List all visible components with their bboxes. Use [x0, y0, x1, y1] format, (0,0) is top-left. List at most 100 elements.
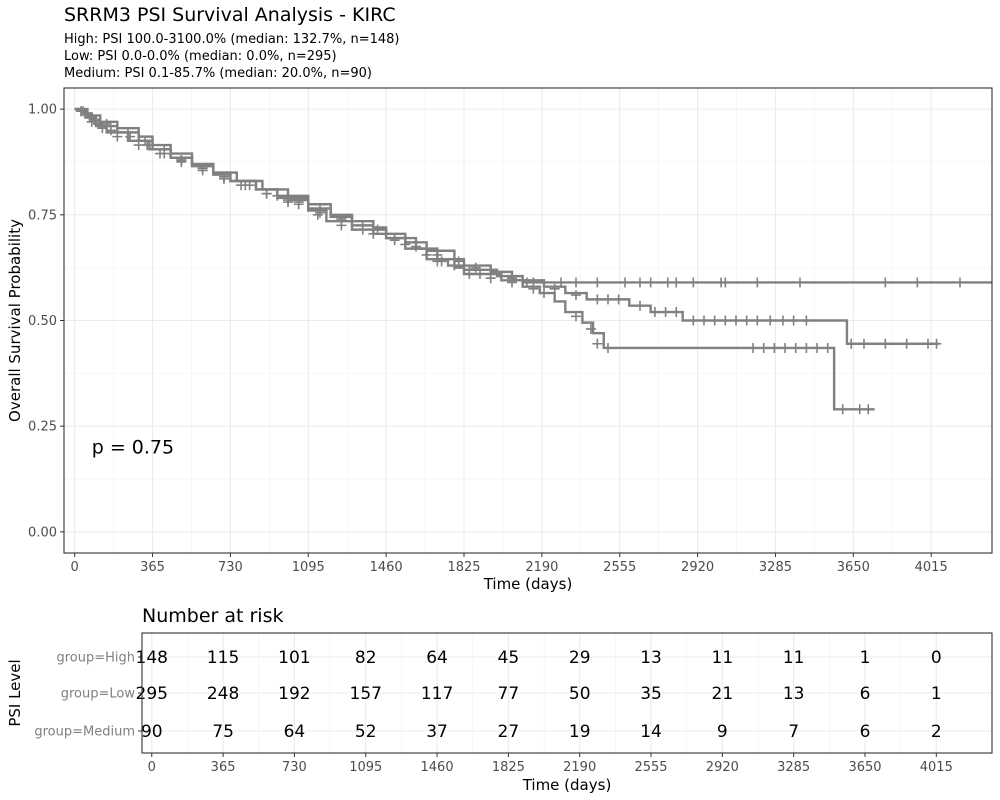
y-tick-label: 1.00	[28, 103, 57, 118]
censor-mark-low	[801, 315, 812, 326]
y-tick-label: 0.00	[28, 525, 57, 540]
risk-value: 45	[498, 648, 520, 668]
censor-mark-low	[549, 283, 560, 294]
censor-mark-low	[470, 262, 481, 273]
censor-mark-low	[592, 294, 603, 305]
risk-value: 27	[498, 722, 520, 742]
censor-mark-medium	[662, 277, 673, 288]
censor-mark-medium	[507, 273, 517, 284]
x-tick-label: 0	[71, 560, 79, 575]
x-tick-label: 3650	[837, 560, 870, 575]
km-plot: 0 365 730 1095 1460 1825 2190 2555 2920 3285 3650 4…	[6, 87, 993, 593]
risk-x-tick-label: 3650	[848, 760, 881, 775]
risk-value: 148	[136, 648, 168, 668]
censor-mark-medium	[464, 264, 475, 275]
censor-mark-medium	[795, 277, 805, 288]
risk-value: 37	[426, 722, 448, 742]
censor-mark-low	[777, 315, 788, 326]
risk-x-tick-label: 4015	[920, 760, 953, 775]
censor-mark-low	[613, 294, 624, 305]
censor-mark-medium	[436, 256, 447, 267]
censor-mark-medium	[592, 277, 603, 288]
censor-mark-high	[854, 404, 865, 415]
censor-mark-low	[846, 338, 857, 349]
risk-x-tick-label: 2920	[706, 760, 739, 775]
censor-mark-low	[901, 338, 912, 349]
censor-mark-medium	[688, 277, 699, 288]
censor-mark-medium	[219, 171, 229, 182]
risk-value: 6	[860, 684, 871, 704]
censor-mark-medium	[485, 269, 496, 279]
censor-mark-low	[788, 315, 799, 326]
x-tick-label: 2920	[681, 560, 714, 575]
subtitle-high: High: PSI 100.0-3100.0% (median: 132.7%,…	[64, 32, 400, 47]
censor-mark-low	[635, 300, 645, 311]
censor-mark-medium	[244, 180, 255, 191]
censor-mark-low	[880, 338, 891, 349]
risk-value: 50	[569, 684, 591, 704]
censor-mark-medium	[76, 106, 87, 117]
censor-mark-high	[758, 342, 769, 353]
x-tick-label: 4015	[915, 560, 948, 575]
y-tick-label: 0.25	[28, 420, 57, 435]
risk-value: 29	[569, 648, 591, 668]
censor-mark-medium	[176, 155, 187, 166]
risk-value: 0	[931, 648, 942, 668]
y-tick-label: 0.75	[28, 208, 57, 223]
subtitle-medium: Medium: PSI 0.1-85.7% (median: 20.0%, n=…	[64, 66, 372, 81]
risk-value: 9	[717, 722, 728, 742]
censor-mark-low	[603, 294, 613, 305]
censor-mark-medium	[528, 277, 539, 288]
censor-mark-low	[931, 338, 942, 349]
risk-x-tick-label: 365	[211, 760, 236, 775]
censor-mark-low	[660, 307, 671, 318]
risk-value: 11	[712, 648, 734, 668]
risk-x-tick-label: 3285	[777, 760, 810, 775]
censor-mark-high	[863, 404, 874, 415]
censor-mark-medium	[752, 277, 763, 288]
x-tick-label: 2190	[525, 560, 558, 575]
risk-row-label: group=Medium	[34, 725, 135, 740]
risk-value: 13	[640, 648, 662, 668]
y-axis-label: Overall Survival Probability	[6, 219, 24, 422]
risk-value: 19	[569, 722, 591, 742]
risk-value: 64	[426, 648, 448, 668]
censor-mark-medium	[449, 260, 460, 271]
censor-mark-low	[93, 118, 104, 129]
censor-mark-medium	[197, 163, 208, 174]
censor-mark-low	[720, 315, 731, 326]
censor-mark-low	[649, 307, 660, 318]
risk-value: 115	[207, 648, 239, 668]
censor-mark-medium	[645, 277, 656, 288]
risk-value: 82	[355, 648, 377, 668]
censor-mark-high	[790, 342, 801, 353]
censor-mark-low	[731, 315, 741, 326]
risk-value: 192	[278, 684, 310, 704]
risk-value: 101	[278, 648, 310, 668]
censor-mark-medium	[571, 277, 581, 288]
censor-mark-medium	[720, 277, 731, 288]
risk-x-tick-label: 2555	[634, 760, 667, 775]
censor-mark-low	[765, 315, 776, 326]
risk-value: 6	[860, 722, 871, 742]
risk-row-label: group=Low	[61, 687, 136, 702]
x-tick-label: 1095	[292, 560, 325, 575]
x-tick-label: 2555	[603, 560, 636, 575]
risk-value: 35	[640, 684, 662, 704]
risk-value: 2	[931, 722, 942, 742]
censor-mark-low	[671, 307, 682, 318]
censor-mark-low	[859, 338, 869, 349]
y-tick-label: 0.50	[28, 314, 57, 329]
censor-mark-medium	[272, 190, 283, 201]
censor-mark-low	[688, 315, 699, 326]
risk-value: 157	[350, 684, 382, 704]
p-value-annotation: p = 0.75	[92, 437, 174, 459]
censor-mark-medium	[556, 277, 567, 288]
risk-value: 13	[783, 684, 805, 704]
censor-mark-high	[585, 323, 596, 334]
censor-mark-high	[571, 311, 581, 322]
risk-table-title: Number at risk	[142, 605, 284, 627]
risk-value: 248	[207, 684, 239, 704]
censor-mark-low	[709, 315, 720, 326]
